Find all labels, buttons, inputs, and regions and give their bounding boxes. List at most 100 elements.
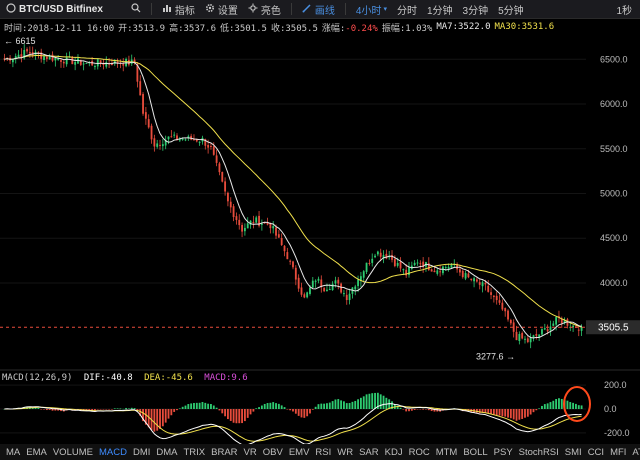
interval-5m[interactable]: 5分钟 bbox=[498, 5, 524, 17]
candle-body bbox=[94, 66, 96, 68]
candle-body bbox=[323, 288, 326, 292]
macd-bar bbox=[354, 400, 357, 409]
candle-body bbox=[292, 261, 294, 268]
macd-bar bbox=[357, 399, 359, 409]
indicator-tab-smi[interactable]: SMI bbox=[564, 446, 582, 458]
macd-bar bbox=[549, 402, 552, 409]
macd-bar bbox=[552, 400, 555, 409]
indicator-tab-mtm[interactable]: MTM bbox=[435, 446, 458, 458]
macd-bar bbox=[34, 407, 37, 409]
macd-bar bbox=[156, 409, 159, 431]
macd-tick-label: 200.0 bbox=[604, 380, 627, 390]
indicator-tab-psy[interactable]: PSY bbox=[493, 446, 513, 458]
indicator-tab-obv[interactable]: OBV bbox=[262, 446, 283, 458]
interval-timeline[interactable]: 分时 bbox=[396, 5, 417, 17]
indicator-tab-sar[interactable]: SAR bbox=[359, 446, 379, 458]
indicator-tab-ema[interactable]: EMA bbox=[26, 446, 47, 458]
macd-bar bbox=[105, 409, 108, 410]
candle-body bbox=[402, 269, 405, 271]
candle-body bbox=[538, 334, 541, 338]
candle-body bbox=[473, 278, 475, 282]
macd-bar bbox=[532, 409, 535, 413]
indicator-tab-dma[interactable]: DMA bbox=[156, 446, 178, 458]
indicator-tab-brar[interactable]: BRAR bbox=[211, 446, 238, 458]
candle-body bbox=[275, 227, 277, 236]
candle-body bbox=[543, 328, 546, 330]
candle-body bbox=[195, 139, 198, 142]
indicator-tab-dmi[interactable]: DMI bbox=[132, 446, 151, 458]
macd-bar bbox=[193, 402, 195, 409]
indicator-tab-trix[interactable]: TRIX bbox=[183, 446, 206, 458]
indicator-tab-ma[interactable]: MA bbox=[6, 446, 21, 458]
interval-1s[interactable]: 1秒 bbox=[616, 5, 632, 17]
candle-body bbox=[181, 138, 184, 140]
macd-bar bbox=[181, 406, 184, 409]
candle-body bbox=[286, 252, 289, 260]
candle-body bbox=[470, 278, 473, 281]
candle-body bbox=[241, 224, 243, 232]
indicator-label: 指标 bbox=[174, 5, 195, 17]
candle-body bbox=[136, 64, 139, 82]
candle-body bbox=[487, 285, 490, 292]
indicator-tab-wr[interactable]: WR bbox=[337, 446, 354, 458]
macd-bar bbox=[238, 409, 241, 424]
draw-line-button[interactable]: 画线 bbox=[302, 2, 335, 17]
macd-bar bbox=[173, 409, 176, 412]
macd-bar bbox=[289, 409, 292, 411]
candle-body bbox=[340, 283, 343, 293]
macd-bar bbox=[306, 409, 309, 417]
indicator-tab-boll[interactable]: BOLL bbox=[463, 446, 488, 458]
gear-icon bbox=[205, 3, 215, 16]
macd-bar bbox=[402, 409, 405, 410]
macd-bar bbox=[241, 409, 243, 424]
candle-body bbox=[357, 279, 359, 287]
indicator-tab-macd[interactable]: MACD bbox=[98, 446, 127, 458]
indicator-tab-kdj[interactable]: KDJ bbox=[384, 446, 403, 458]
interval-4h[interactable]: 4小时 ▾ bbox=[355, 5, 387, 17]
macd-bar bbox=[212, 405, 215, 409]
macd-tick-label: -200.0 bbox=[604, 428, 630, 438]
main-grid bbox=[0, 58, 586, 284]
current-price-value: 3505.5 bbox=[598, 323, 629, 334]
macd-bar bbox=[125, 407, 127, 409]
toolbar-divider bbox=[344, 3, 346, 15]
indicator-tab-mfi[interactable]: MFI bbox=[610, 446, 627, 458]
indicator-button[interactable]: 指标 bbox=[162, 2, 195, 17]
candle-body bbox=[139, 81, 142, 96]
candle-body bbox=[224, 181, 227, 192]
indicator-tab-cci[interactable]: CCI bbox=[587, 446, 605, 458]
indicator-tab-rsi[interactable]: RSI bbox=[315, 446, 332, 458]
macd-bar bbox=[425, 409, 427, 410]
candle-body bbox=[351, 287, 354, 294]
macd-bar bbox=[495, 409, 498, 416]
indicator-tab-volume[interactable]: VOLUME bbox=[52, 446, 93, 458]
macd-bar bbox=[190, 403, 193, 409]
symbol-selector[interactable]: BTC/USD Bitfinex bbox=[6, 2, 103, 16]
candle-body bbox=[413, 262, 416, 266]
indicator-tab-emv[interactable]: EMV bbox=[288, 446, 310, 458]
indicator-tab-roc[interactable]: ROC bbox=[408, 446, 430, 458]
macd-bar bbox=[235, 409, 238, 424]
settings-button[interactable]: 设置 bbox=[205, 2, 238, 17]
indicator-tab-vr[interactable]: VR bbox=[243, 446, 257, 458]
macd-bar bbox=[518, 409, 521, 420]
candle-body bbox=[297, 277, 300, 289]
macd-bar bbox=[475, 409, 478, 413]
macd-bar bbox=[419, 409, 422, 410]
indicator-tab-atr[interactable]: ATR bbox=[632, 446, 640, 458]
candle-body bbox=[433, 270, 436, 273]
macd-bar bbox=[410, 409, 413, 411]
sun-icon bbox=[248, 3, 258, 16]
light-theme-button[interactable]: 亮色 bbox=[248, 2, 281, 17]
search-button[interactable] bbox=[131, 2, 141, 16]
candle-body bbox=[391, 255, 393, 260]
interval-3m[interactable]: 3分钟 bbox=[462, 5, 489, 17]
macd-params[interactable]: MACD(12,26,9) bbox=[2, 373, 73, 383]
macd-bar bbox=[399, 407, 402, 409]
macd-bar bbox=[255, 408, 258, 409]
macd-bar bbox=[96, 409, 99, 410]
candle-body bbox=[266, 222, 269, 225]
indicator-tab-stochrsi[interactable]: StochRSI bbox=[518, 446, 559, 458]
interval-1m[interactable]: 1分钟 bbox=[426, 5, 453, 17]
